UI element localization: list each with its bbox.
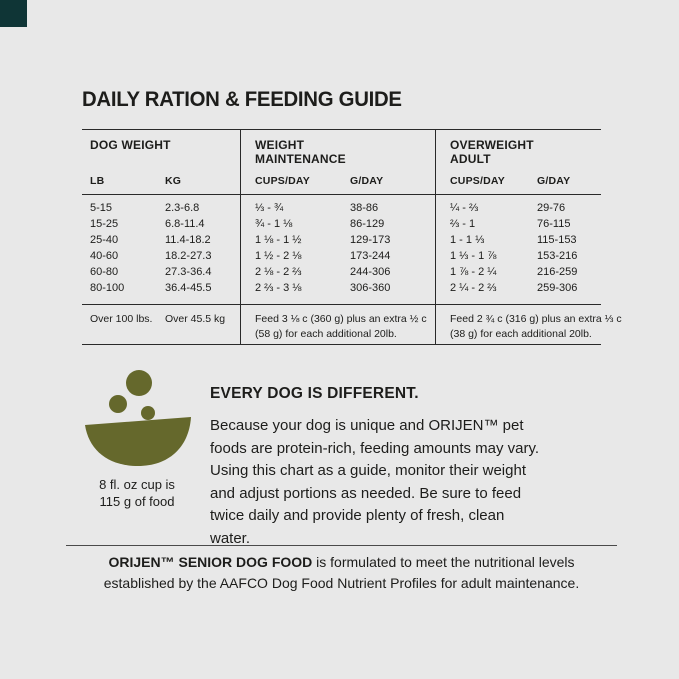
info-heading: EVERY DOG IS DIFFERENT.	[210, 385, 419, 402]
table-cell: 11.4-18.2	[165, 234, 211, 246]
group-header-weight-maintenance: WEIGHT MAINTENANCE	[255, 138, 346, 166]
table-subheader-row: LB KG CUPS/DAY G/DAY CUPS/DAY G/DAY	[82, 171, 601, 195]
content-area: DAILY RATION & FEEDING GUIDE DOG WEIGHT …	[66, 88, 622, 591]
page-title: DAILY RATION & FEEDING GUIDE	[82, 88, 402, 111]
table-cell: 18.2-27.3	[165, 250, 212, 262]
footer-cell-maintenance-text: Feed 3 ⅛ c (360 g) plus an extra ½ c (58…	[255, 313, 427, 340]
table-divider	[435, 130, 436, 344]
col-header-cups-day: CUPS/DAY	[255, 175, 310, 187]
group-header-dog-weight: DOG WEIGHT	[90, 138, 171, 152]
table-cell: 76-115	[537, 218, 571, 230]
table-footer-row: Over 100 lbs. Over 45.5 kg Feed 3 ⅛ c (3…	[82, 304, 622, 344]
feeding-table: DOG WEIGHT WEIGHT MAINTENANCE OVERWEIGHT…	[82, 129, 622, 345]
divider-line	[66, 545, 617, 546]
table-row: 60-80 27.3-36.4 2 ⅛ - 2 ⅔ 244-306 1 ⅞ - …	[82, 264, 601, 280]
aafco-statement-rest: is formulated to meet the nutritional le…	[103, 554, 580, 591]
table-cell: 1 ⅛ - 1 ½	[255, 234, 302, 246]
table-cell: 115-153	[537, 234, 577, 246]
table-cell: ⅔ - 1	[450, 218, 476, 230]
table-cell: 36.4-45.5	[165, 282, 212, 294]
footer-cell-overweight-text: Feed 2 ¾ c (316 g) plus an extra ⅓ c (38…	[450, 313, 622, 340]
table-cell: 86-129	[350, 218, 385, 230]
table-cell: 1 ½ - 2 ⅛	[255, 250, 302, 262]
table-cell: 80-100	[90, 282, 125, 294]
table-cell: ⅓ - ¾	[255, 202, 284, 214]
table-cell: 2 ¼ - 2 ⅔	[450, 282, 497, 294]
table-divider	[240, 130, 241, 344]
col-header-g-day: G/DAY	[537, 175, 571, 187]
table-cell: 60-80	[90, 266, 119, 278]
table-cell: 1 - 1 ⅓	[450, 234, 485, 246]
table-cell: ¼ - ⅔	[450, 202, 479, 214]
table-cell: 173-244	[350, 250, 391, 262]
table-row: 25-40 11.4-18.2 1 ⅛ - 1 ½ 129-173 1 - 1 …	[82, 232, 601, 248]
table-cell: 38-86	[350, 202, 379, 214]
group-header-overweight-adult: OVERWEIGHT ADULT	[450, 138, 534, 166]
aafco-statement-bold: ORIJEN™ SENIOR DOG FOOD	[108, 554, 313, 570]
table-body: 5-15 2.3-6.8 ⅓ - ¾ 38-86 ¼ - ⅔ 29-76 15-…	[82, 195, 601, 304]
table-row: 80-100 36.4-45.5 2 ⅔ - 3 ⅛ 306-360 2 ¼ -…	[82, 280, 601, 296]
table-cell: 1 ⅞ - 2 ¼	[450, 266, 497, 278]
table-cell: ¾ - 1 ⅛	[255, 218, 293, 230]
table-cell: 129-173	[350, 234, 391, 246]
table-cell: 40-60	[90, 250, 119, 262]
cup-bowl-illustration-icon	[85, 370, 191, 466]
table-cell: 153-216	[537, 250, 578, 262]
table-cell: 5-15	[90, 202, 113, 214]
table-cell: 6.8-11.4	[165, 218, 205, 230]
footer-cell-maintenance: Feed 3 ⅛ c (360 g) plus an extra ½ c (58…	[240, 312, 435, 344]
table-row: 40-60 18.2-27.3 1 ½ - 2 ⅛ 173-244 1 ⅓ - …	[82, 248, 601, 264]
col-header-lb: LB	[90, 175, 105, 187]
aafco-statement: ORIJEN™ SENIOR DOG FOOD is formulated to…	[72, 552, 611, 593]
table-group-header-row: DOG WEIGHT WEIGHT MAINTENANCE OVERWEIGHT…	[82, 130, 601, 171]
table-cell: 216-259	[537, 266, 578, 278]
info-block: EVERY DOG IS DIFFERENT. Because your dog…	[210, 385, 542, 550]
footer-cell-kg: Over 45.5 kg	[165, 313, 226, 325]
table-cell: 2 ⅛ - 2 ⅔	[255, 266, 302, 278]
table-cell: 306-360	[350, 282, 391, 294]
footer-cell-overweight: Feed 2 ¾ c (316 g) plus an extra ⅓ c (38…	[435, 312, 622, 344]
table-row: 5-15 2.3-6.8 ⅓ - ¾ 38-86 ¼ - ⅔ 29-76	[82, 200, 601, 216]
table-cell: 27.3-36.4	[165, 266, 212, 278]
col-header-kg: KG	[165, 175, 182, 187]
table-cell: 29-76	[537, 202, 566, 214]
table-cell: 25-40	[90, 234, 119, 246]
cup-caption-line1: 8 fl. oz cup is	[99, 477, 175, 492]
table-cell: 2.3-6.8	[165, 202, 200, 214]
table-row: 15-25 6.8-11.4 ¾ - 1 ⅛ 86-129 ⅔ - 1 76-1…	[82, 216, 601, 232]
info-paragraph: Because your dog is unique and ORIJEN™ p…	[210, 417, 540, 547]
table-cell: 244-306	[350, 266, 391, 278]
corner-swatch	[0, 0, 27, 27]
table-cell: 15-25	[90, 218, 119, 230]
col-header-g-day: G/DAY	[350, 175, 384, 187]
footer-cell-lb: Over 100 lbs.	[90, 313, 153, 325]
table-cell: 1 ⅓ - 1 ⅞	[450, 250, 497, 262]
cup-caption-line2: 115 g of food	[99, 493, 175, 509]
table-cell: 2 ⅔ - 3 ⅛	[255, 282, 302, 294]
table-cell: 259-306	[537, 282, 578, 294]
col-header-cups-day: CUPS/DAY	[450, 175, 505, 187]
cup-caption: 8 fl. oz cup is 115 g of food	[82, 477, 192, 510]
